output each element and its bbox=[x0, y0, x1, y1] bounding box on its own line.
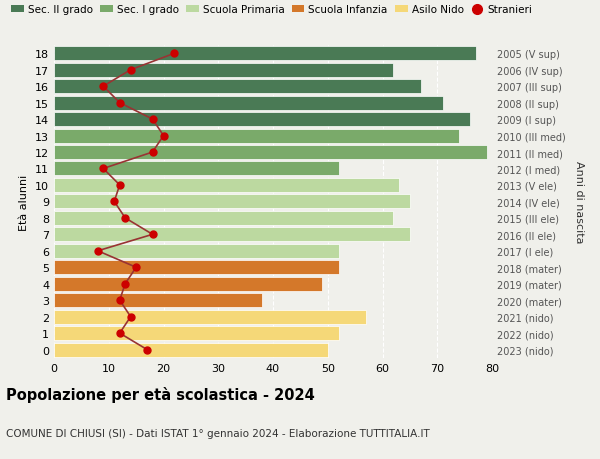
Bar bbox=[54, 326, 338, 341]
Y-axis label: Età alunni: Età alunni bbox=[19, 174, 29, 230]
Bar bbox=[54, 63, 394, 78]
Bar bbox=[54, 80, 421, 94]
Text: COMUNE DI CHIUSI (SI) - Dati ISTAT 1° gennaio 2024 - Elaborazione TUTTITALIA.IT: COMUNE DI CHIUSI (SI) - Dati ISTAT 1° ge… bbox=[6, 428, 430, 438]
Bar bbox=[54, 212, 394, 225]
Bar bbox=[54, 228, 410, 242]
Bar bbox=[54, 277, 322, 291]
Bar bbox=[54, 310, 366, 324]
Bar bbox=[54, 244, 338, 258]
Bar bbox=[54, 47, 476, 61]
Bar bbox=[54, 195, 410, 209]
Text: Popolazione per età scolastica - 2024: Popolazione per età scolastica - 2024 bbox=[6, 386, 315, 403]
Bar bbox=[54, 179, 399, 192]
Bar bbox=[54, 146, 487, 160]
Bar bbox=[54, 113, 470, 127]
Bar bbox=[54, 129, 459, 143]
Bar bbox=[54, 96, 443, 110]
Y-axis label: Anni di nascita: Anni di nascita bbox=[574, 161, 584, 243]
Bar bbox=[54, 343, 328, 357]
Bar bbox=[54, 162, 338, 176]
Bar bbox=[54, 261, 338, 274]
Bar bbox=[54, 294, 262, 308]
Legend: Sec. II grado, Sec. I grado, Scuola Primaria, Scuola Infanzia, Asilo Nido, Stran: Sec. II grado, Sec. I grado, Scuola Prim… bbox=[11, 5, 533, 15]
